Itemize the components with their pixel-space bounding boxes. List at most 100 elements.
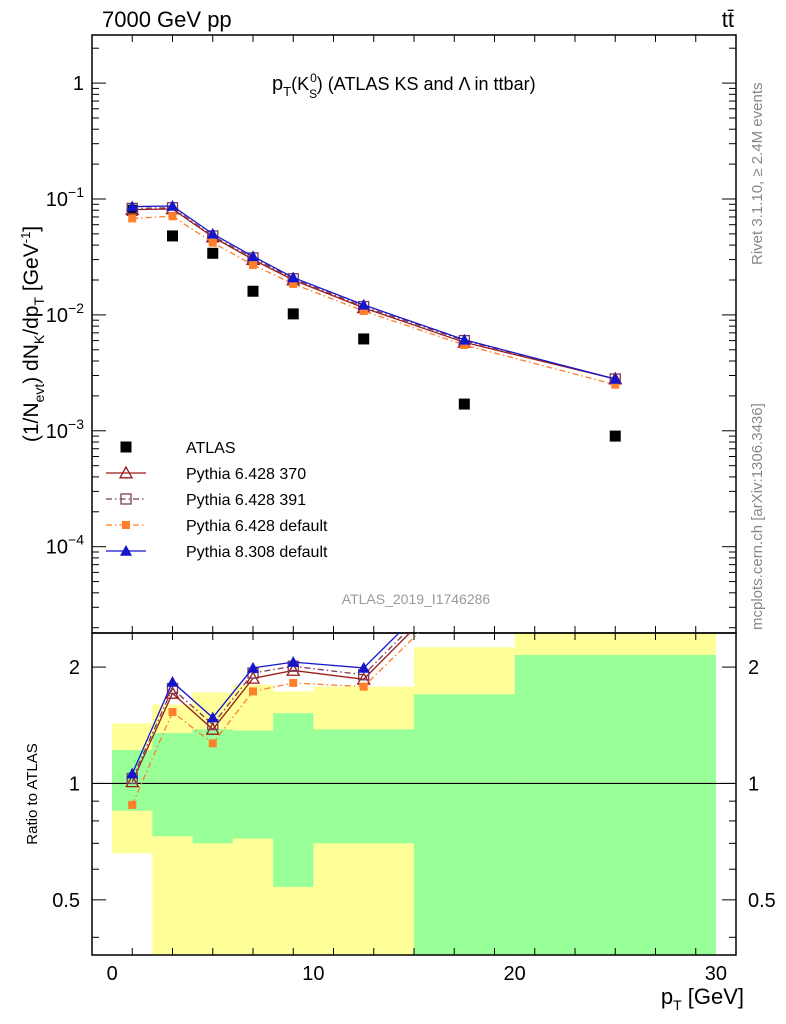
ratio-point — [287, 656, 300, 667]
x-axis-label: pT [GeV] — [661, 984, 744, 1013]
y-tick-label: 1 — [73, 73, 84, 95]
data-point — [458, 398, 470, 410]
ratio-point — [249, 687, 257, 696]
ratio-series — [128, 633, 420, 809]
data-point — [168, 212, 177, 221]
ratio-point — [357, 661, 370, 673]
ratio-series — [126, 562, 470, 779]
data-point — [247, 250, 259, 262]
legend: ATLAS Pythia 6.428 370 Pythia 6.428 391 Pyt… — [106, 440, 328, 561]
data-point — [287, 271, 300, 283]
data-point — [126, 200, 139, 212]
ratio-y-tick-label: 0.5 — [52, 890, 80, 912]
y-tick-label: 10−3 — [46, 416, 84, 443]
series-line — [132, 205, 616, 380]
ratio-point — [289, 678, 298, 687]
green-band-bin — [152, 733, 193, 837]
series-line — [132, 215, 616, 386]
ratio-y-tick-label-right: 1 — [748, 773, 759, 795]
series-line — [132, 208, 616, 380]
main-series — [128, 212, 620, 389]
ratio-point — [126, 767, 139, 779]
data-point — [458, 333, 471, 345]
ratio-point — [359, 682, 368, 691]
data-point — [358, 333, 370, 345]
legend-label: Pythia 8.308 default — [186, 544, 328, 561]
main-plot-title: pT(KS0) (ATLAS KS and Λ in ttbar) — [272, 71, 536, 101]
ratio-y-axis-label: Ratio to ATLAS — [24, 743, 41, 844]
legend-marker — [120, 441, 132, 453]
green-band-bin — [232, 730, 274, 839]
green-band-bin — [313, 729, 414, 844]
x-tick-label: 30 — [705, 963, 727, 985]
data-point — [359, 307, 368, 316]
ratio-point — [458, 572, 470, 583]
main-series — [126, 200, 622, 384]
ratio-point — [208, 739, 217, 748]
data-point — [460, 340, 469, 349]
main-series — [126, 202, 621, 385]
data-point — [609, 430, 621, 442]
green-band-bin — [192, 729, 233, 844]
ratio-series-group — [125, 562, 470, 809]
rivet-version-label: Rivet 3.1.10, ≥ 2.4M events — [749, 83, 766, 266]
legend-label: Pythia 6.428 default — [186, 518, 328, 535]
ratio-point — [286, 663, 301, 676]
legend-label: Pythia 6.428 370 — [186, 466, 306, 483]
ratio-point — [165, 686, 180, 699]
legend-item: Pythia 6.428 391 — [106, 492, 306, 509]
ratio-point — [125, 774, 140, 788]
uncertainty-bands — [92, 633, 736, 955]
x-tick-label: 10 — [302, 963, 324, 985]
legend-marker — [122, 521, 130, 529]
green-band-bin — [273, 713, 314, 887]
ratio-point — [247, 661, 259, 673]
legend-label: ATLAS — [186, 440, 236, 457]
data-point — [289, 279, 298, 288]
legend-item: ATLAS — [120, 440, 236, 457]
data-point — [287, 308, 299, 320]
ratio-point — [458, 562, 470, 573]
data-point — [208, 238, 217, 247]
ratio-point — [166, 675, 179, 687]
ratio-point — [205, 722, 220, 735]
data-point — [609, 372, 622, 384]
green-band-bin — [514, 654, 716, 955]
data-point — [611, 380, 620, 389]
ratio-point — [459, 568, 469, 578]
ratio-point — [168, 708, 177, 717]
ratio-y-tick-label-right: 2 — [748, 657, 759, 679]
data-point — [166, 200, 179, 211]
green-band-bin — [414, 694, 515, 955]
legend-marker — [120, 545, 132, 556]
legend-item: Pythia 8.308 default — [106, 544, 328, 561]
series-line — [132, 207, 616, 380]
legend-marker — [118, 465, 134, 479]
mcplots-reference-label: mcplots.cern.ch [arXiv:1306.3436] — [749, 403, 766, 630]
legend-label: Pythia 6.428 391 — [186, 492, 306, 509]
main-series — [126, 204, 621, 442]
ratio-y-tick-label-right: 0.5 — [748, 890, 776, 912]
x-tick-label: 0 — [107, 963, 118, 985]
legend-marker — [120, 493, 132, 505]
data-point — [206, 227, 219, 239]
header-process-label: tt̄ — [722, 7, 734, 32]
legend-item: Pythia 6.428 370 — [106, 465, 306, 483]
data-point — [357, 298, 370, 310]
ratio-y-tick-label: 2 — [69, 657, 80, 679]
analysis-watermark: ATLAS_2019_I1746286 — [342, 591, 491, 607]
data-point — [207, 247, 219, 259]
main-y-axis-label: (1/Nevt) dNK/dpT [GeV-1] — [18, 226, 47, 442]
x-tick-label: 20 — [504, 963, 526, 985]
ratio-y-tick-label: 1 — [69, 773, 80, 795]
legend-item: Pythia 6.428 default — [106, 518, 328, 535]
main-series-group — [125, 200, 623, 442]
ratio-line — [131, 633, 406, 779]
y-tick-label: 10−4 — [46, 532, 84, 559]
ratio-point — [128, 800, 137, 809]
data-point — [247, 285, 259, 297]
data-point — [167, 230, 178, 242]
data-point — [249, 260, 257, 269]
main-series — [125, 201, 623, 385]
